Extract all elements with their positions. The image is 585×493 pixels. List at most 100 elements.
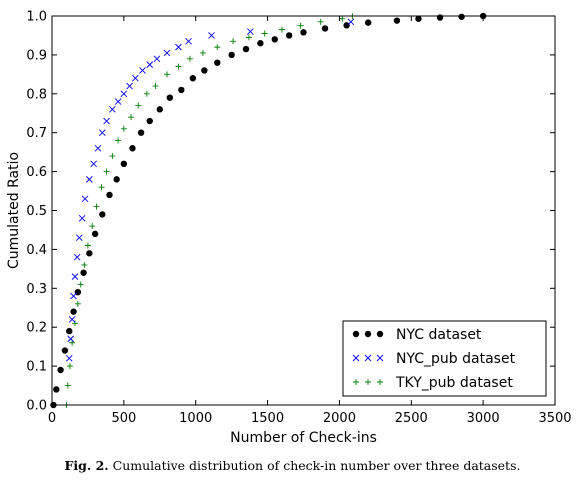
data-point xyxy=(257,40,264,47)
x-tick-label: 2000 xyxy=(323,411,356,426)
x-tick-label: 3000 xyxy=(467,411,500,426)
data-point xyxy=(113,176,120,183)
data-point xyxy=(71,320,78,327)
data-point xyxy=(106,191,113,199)
legend-entry: NYC dataset xyxy=(352,327,482,343)
data-point xyxy=(103,168,110,175)
legend-label: TKY_pub dataset xyxy=(395,375,513,391)
data-point xyxy=(436,14,444,21)
caption-label: Fig. 2. xyxy=(64,458,109,473)
legend-label: NYC_pub dataset xyxy=(396,351,516,367)
data-point xyxy=(214,44,221,51)
data-point xyxy=(65,355,73,362)
legend: NYC dataset NYC_pub dataset TKY_pub datase… xyxy=(342,320,547,397)
data-point xyxy=(132,74,139,82)
data-point xyxy=(120,125,127,132)
data-point xyxy=(90,160,97,168)
data-point xyxy=(86,176,93,183)
data-point xyxy=(81,261,88,268)
data-point xyxy=(70,292,77,300)
data-point xyxy=(297,22,304,29)
data-point xyxy=(129,145,136,152)
data-point xyxy=(245,34,252,41)
x-axis-label: Number of Check-ins xyxy=(230,430,377,446)
data-point xyxy=(137,129,145,136)
figure-caption: Fig. 2. Cumulative distribution of check… xyxy=(0,458,585,473)
data-point xyxy=(128,114,135,121)
y-tick-label: 0.7 xyxy=(26,126,47,141)
data-point xyxy=(67,335,75,343)
data-point xyxy=(57,366,64,374)
chart: 0 500 1000 1500 2000 2500 3000 3500 0.0 0.1 0.2 0.3… xyxy=(6,10,572,447)
data-point xyxy=(71,273,79,280)
data-point xyxy=(156,106,163,113)
data-point xyxy=(84,242,91,249)
data-point xyxy=(146,61,154,68)
data-point xyxy=(201,67,208,74)
data-point xyxy=(103,117,110,125)
x-tick-label: 1000 xyxy=(179,411,212,426)
data-point xyxy=(109,153,116,160)
y-tick-label: 0.4 xyxy=(26,243,47,258)
legend-marker xyxy=(365,379,371,385)
data-point xyxy=(166,94,174,101)
data-point xyxy=(77,281,84,288)
data-point xyxy=(175,43,182,51)
legend-marker xyxy=(364,330,372,338)
data-point xyxy=(228,51,235,59)
data-point xyxy=(74,300,81,307)
data-point xyxy=(146,117,153,125)
data-point xyxy=(321,25,329,32)
legend-marker xyxy=(376,354,384,362)
data-point xyxy=(186,55,193,62)
legend-entry: TKY_pub dataset xyxy=(353,375,513,391)
axis-ticks: 0 500 1000 1500 2000 2500 3000 3500 0.0 0.1 0.2 0.3… xyxy=(26,10,571,427)
data-point xyxy=(163,49,171,57)
data-point xyxy=(247,28,254,35)
data-point xyxy=(73,253,81,261)
legend-marker xyxy=(376,330,384,338)
data-point xyxy=(178,86,185,94)
x-tick-label: 0 xyxy=(48,411,56,426)
series-nyc-pub-dataset xyxy=(65,18,355,362)
data-point xyxy=(115,137,122,144)
data-point xyxy=(68,316,76,323)
data-point xyxy=(364,19,372,26)
data-point xyxy=(185,37,192,45)
caption-text: Cumulative distribution of check-in numb… xyxy=(108,458,521,473)
data-point xyxy=(208,32,215,39)
y-tick-label: 0.2 xyxy=(26,321,47,336)
legend-marker xyxy=(353,379,359,385)
data-point xyxy=(61,347,69,354)
data-point xyxy=(317,18,324,25)
legend-marker xyxy=(352,330,360,338)
data-point xyxy=(143,90,150,97)
data-point xyxy=(126,82,133,90)
x-tick-label: 1500 xyxy=(251,411,284,426)
data-point xyxy=(458,13,465,20)
legend-marker xyxy=(377,379,383,385)
data-point xyxy=(64,382,71,389)
data-point xyxy=(242,45,250,53)
data-point xyxy=(271,36,278,43)
y-tick-label: 0.0 xyxy=(26,399,47,414)
data-point xyxy=(152,83,159,90)
data-point xyxy=(80,269,87,276)
y-tick-label: 0.1 xyxy=(26,360,47,375)
y-tick-label: 0.9 xyxy=(26,48,47,63)
legend-marker xyxy=(352,354,360,362)
data-point xyxy=(175,63,182,70)
data-point xyxy=(135,102,142,109)
data-point xyxy=(89,223,96,230)
data-point xyxy=(189,75,197,82)
data-point xyxy=(120,90,128,98)
y-tick-label: 0.6 xyxy=(26,165,47,180)
data-point xyxy=(78,214,86,222)
data-point xyxy=(415,15,422,22)
data-point xyxy=(98,184,105,191)
data-point xyxy=(278,26,285,33)
data-point xyxy=(261,30,268,37)
data-point xyxy=(339,15,346,22)
data-point xyxy=(75,234,83,242)
data-point xyxy=(70,308,77,315)
